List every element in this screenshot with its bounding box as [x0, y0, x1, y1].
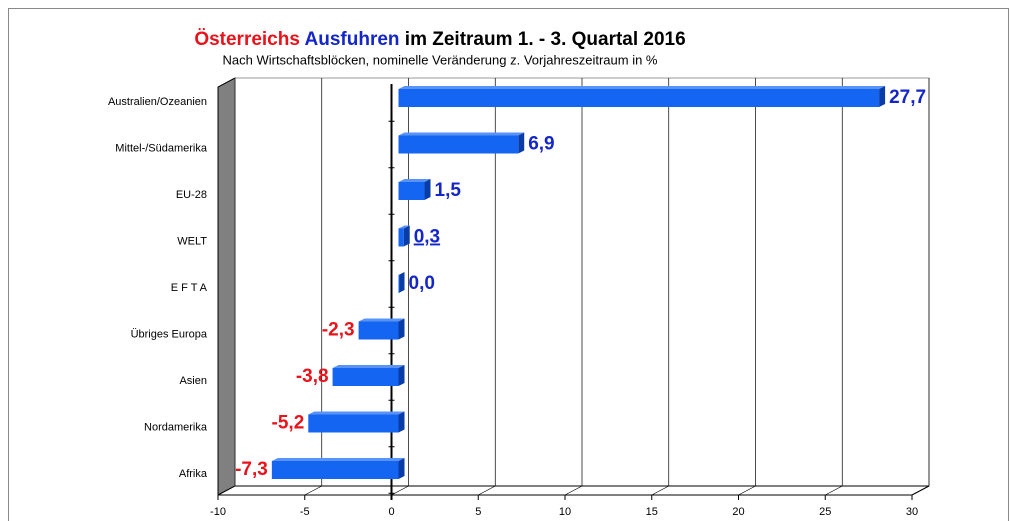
bar	[332, 368, 399, 386]
frame	[8, 8, 1009, 521]
bar-top	[398, 225, 410, 229]
x-tick-label: 10	[559, 506, 571, 518]
value-label: 1,5	[435, 180, 462, 201]
bar-top	[398, 86, 886, 89]
value-label: -3,8	[296, 366, 329, 387]
floor-tick	[304, 485, 322, 496]
bar	[308, 414, 399, 433]
bar-side	[879, 86, 886, 107]
value-label: 0,0	[409, 273, 435, 294]
title-part: Ausfuhren	[305, 29, 400, 50]
x-tick-label: 5	[475, 506, 481, 518]
bar-side	[398, 365, 405, 386]
x-tick-label: 25	[819, 506, 831, 518]
y-tick-label: WELT	[177, 235, 207, 247]
bar-side	[518, 132, 525, 154]
y-tick-label: E F T A	[171, 282, 208, 294]
floor-tick	[651, 485, 669, 496]
x-tick-label: 20	[732, 506, 744, 518]
bar	[398, 89, 880, 107]
bar-top	[398, 132, 525, 136]
bar	[398, 228, 404, 247]
y-tick-label: Afrika	[179, 468, 208, 480]
y-tick-label: Asien	[179, 375, 207, 387]
bar-group	[398, 86, 886, 107]
x-tick-label: 0	[388, 506, 394, 518]
bar	[398, 275, 400, 293]
bar-group	[271, 458, 405, 479]
bar	[358, 321, 399, 340]
value-label: 27,7	[889, 87, 926, 108]
y-tick-label: Nordamerika	[144, 421, 208, 433]
x-tick-label: 15	[646, 506, 658, 518]
y-tick-label: EU-28	[176, 189, 207, 201]
bar-top	[308, 411, 405, 415]
floor-tick	[738, 485, 756, 496]
bar	[398, 135, 519, 154]
bar	[398, 182, 425, 200]
bar-side	[403, 225, 410, 247]
y-tick-label: Mittel-/Südamerika	[115, 142, 208, 154]
bar-top	[358, 318, 405, 322]
value-label: -2,3	[322, 320, 355, 341]
bar-group	[308, 411, 405, 433]
value-label: 0,3	[414, 227, 440, 248]
bar-side	[424, 179, 431, 200]
bar-top	[332, 365, 405, 368]
x-tick-label: 30	[906, 506, 918, 518]
title-part: im Zeitraum 1. - 3. Quartal 2016	[405, 29, 686, 50]
bar-group	[398, 225, 410, 247]
floor-tick	[478, 485, 496, 496]
floor-tick	[825, 485, 843, 496]
bar	[271, 461, 399, 479]
value-label: -5,2	[272, 413, 305, 434]
y-tick-label: Australien/Ozeanien	[108, 96, 207, 108]
bar-group	[398, 179, 431, 200]
bar-side	[398, 318, 405, 340]
bar-side	[398, 272, 405, 293]
chart-subtitle: Nach Wirtschaftsblöcken, nominelle Verän…	[223, 52, 658, 67]
bar-side	[398, 411, 405, 433]
bar-group	[332, 365, 405, 386]
y-tick-label: Übriges Europa	[131, 328, 208, 340]
bar-side	[398, 458, 405, 479]
bar-group	[398, 132, 525, 154]
side-wall	[217, 77, 236, 496]
floor-tick	[564, 485, 583, 496]
value-label: 6,9	[528, 134, 554, 155]
x-tick-label: -5	[300, 506, 310, 518]
bar-group	[398, 272, 405, 293]
bar-group	[358, 318, 405, 340]
bar-top	[398, 179, 431, 182]
x-tick-label: -10	[210, 506, 226, 518]
chart-title: Österreichs Ausfuhren im Zeitraum 1. - 3…	[194, 29, 685, 50]
floor-tick	[217, 485, 236, 496]
bar-top	[271, 458, 405, 461]
title-part: Österreichs	[194, 29, 300, 50]
floor-tick	[911, 485, 930, 496]
value-label: -7,3	[235, 459, 268, 480]
